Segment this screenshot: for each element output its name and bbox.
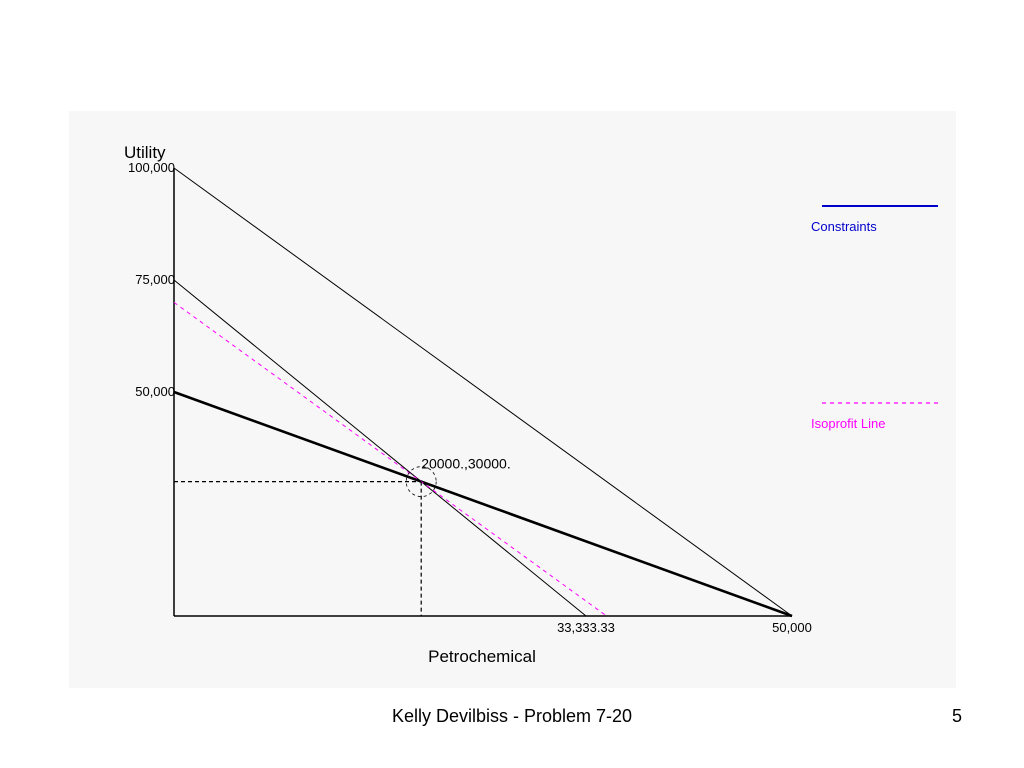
x-tick-label-2: 50,000 (772, 620, 812, 635)
constraint-line-3 (173, 390, 793, 618)
constraint-line-2 (173, 279, 587, 617)
y-tick-label-1: 100,000 (128, 160, 175, 175)
x-tick-label-1: 33,333.33 (557, 620, 615, 635)
x-axis-label: Petrochemical (428, 647, 536, 666)
legend-isoprofit-label: Isoprofit Line (811, 416, 885, 431)
constraint-line-1 (173, 167, 793, 617)
y-tick-label-3: 50,000 (135, 384, 175, 399)
optimal-point-label: 20000.,30000. (421, 456, 511, 472)
legend-constraints-label: Constraints (811, 219, 877, 234)
isoprofit-line (173, 301, 607, 617)
chart-panel (69, 111, 956, 688)
optimal-point-marker (405, 466, 437, 498)
footer-title: Kelly Devilbiss - Problem 7-20 (391, 706, 633, 726)
y-tick-label-2: 75,000 (135, 272, 175, 287)
page-number: 5 (951, 706, 962, 726)
y-axis-label: Utility (124, 143, 166, 162)
